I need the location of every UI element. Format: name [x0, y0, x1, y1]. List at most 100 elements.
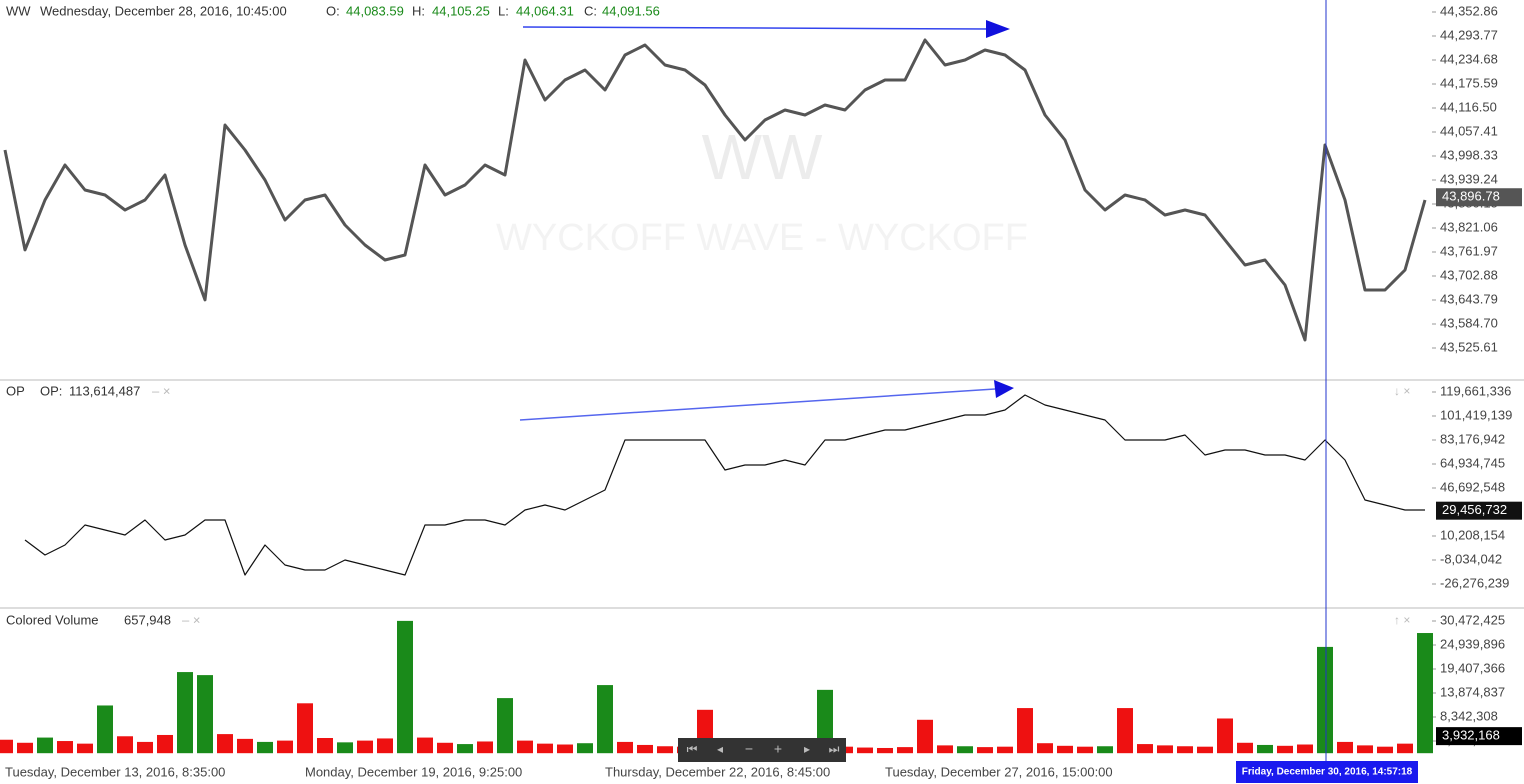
arrow-head — [986, 20, 1010, 38]
volume-bar — [917, 719, 933, 754]
volume-bar — [577, 743, 593, 754]
last-value-label: 29,456,732 — [1442, 502, 1507, 517]
volume-bar — [437, 742, 453, 754]
volume-bar — [1297, 744, 1313, 754]
volume-bar — [1417, 633, 1433, 754]
volume-bar — [1257, 744, 1273, 754]
forward-button[interactable]: ▸ — [804, 742, 810, 756]
volume-bar — [0, 739, 13, 754]
x-tick-label: Thursday, December 22, 2016, 8:45:00 — [605, 764, 830, 779]
minimize-icon[interactable]: – × — [182, 612, 200, 627]
y-tick-label: -26,276,239 — [1440, 575, 1509, 590]
volume-bar — [1377, 746, 1393, 754]
zoom-out-button[interactable]: − — [745, 741, 753, 757]
readout-label: OP: — [40, 383, 62, 398]
y-tick-label: 43,643.79 — [1440, 291, 1498, 306]
y-tick-label: 30,472,425 — [1440, 612, 1505, 627]
panel-controls[interactable]: ↓ × — [1394, 384, 1410, 398]
volume-bar — [597, 685, 613, 754]
volume-bar — [137, 741, 153, 754]
volume-bar — [637, 744, 653, 754]
crosshair-time: Friday, December 30, 2016, 14:57:18 — [1242, 767, 1413, 778]
last-value-bg — [1436, 188, 1522, 207]
x-tick-label: Tuesday, December 27, 2016, 15:00:00 — [885, 764, 1113, 779]
volume-bar — [977, 747, 993, 754]
readout: 657,948 — [124, 612, 171, 627]
volume-bar — [877, 747, 893, 754]
y-tick-label: 43,702.88 — [1440, 267, 1498, 282]
volume-bar — [537, 743, 553, 754]
y-tick-label: 10,208,154 — [1440, 527, 1505, 542]
arrow-line — [519, 388, 996, 421]
volume-bar — [197, 675, 213, 754]
symbol: WW — [6, 3, 31, 18]
volume-bar — [1337, 741, 1353, 754]
y-tick-label: -8,034,042 — [1440, 551, 1502, 566]
volume-bar — [957, 746, 973, 754]
y-tick-label: 43,939.24 — [1440, 171, 1498, 186]
y-tick-label: 43,821.06 — [1440, 219, 1498, 234]
volume-bar — [517, 740, 533, 754]
y-tick-label: 83,176,942 — [1440, 431, 1505, 446]
y-tick-label: 64,934,745 — [1440, 455, 1505, 470]
volume-bar — [1317, 646, 1333, 754]
volume-bar — [657, 746, 673, 754]
ohlc-value: 44,091.56 — [602, 3, 660, 18]
volume-bar — [1217, 718, 1233, 754]
volume-bar — [317, 738, 333, 754]
volume-bar — [397, 620, 413, 754]
last-value-label: 3,932,168 — [1442, 728, 1500, 743]
volume-bar — [17, 742, 33, 754]
volume-bar — [177, 672, 193, 754]
y-tick-label: 43,998.33 — [1440, 147, 1498, 162]
first-button[interactable]: ⏮ — [687, 742, 698, 756]
y-tick-label: 44,234.68 — [1440, 51, 1498, 66]
y-tick-label: 119,661,336 — [1440, 383, 1511, 398]
volume-bar — [1197, 746, 1213, 754]
zoom-in-button[interactable]: + — [774, 741, 782, 757]
panel-controls[interactable]: ↑ × — [1394, 613, 1410, 627]
y-tick-label: 13,874,837 — [1440, 684, 1505, 699]
last-value-label: 43,896.78 — [1442, 189, 1500, 204]
volume-bar — [237, 738, 253, 754]
volume-bar — [97, 705, 113, 754]
trend-arrow — [519, 380, 1014, 421]
x-tick-label: Monday, December 19, 2016, 9:25:00 — [305, 764, 522, 779]
volume-bar — [337, 742, 353, 754]
watermark-symbol: WW — [702, 121, 823, 193]
y-tick-label: 44,116.50 — [1440, 99, 1497, 114]
y-tick-label: 19,407,366 — [1440, 660, 1505, 675]
last-button[interactable]: ⏭ — [829, 742, 840, 756]
axis-labels: Tuesday, December 13, 2016, 8:35:00 Monda… — [5, 764, 1113, 779]
volume-bar — [1077, 746, 1093, 754]
volume-bar — [1117, 708, 1133, 754]
volume-bar — [617, 741, 633, 754]
volume-bar — [477, 741, 493, 754]
volume-bar — [897, 747, 913, 754]
panel-title: Colored Volume — [6, 612, 99, 627]
watermark: WW WYCKOFF WAVE - WYCKOFF — [496, 121, 1028, 259]
crosshair-label-bg — [1236, 761, 1418, 783]
ohlc-value: 44,064.31 — [516, 3, 574, 18]
volume-bar — [1157, 745, 1173, 754]
y-tick-label: 46,692,548 — [1440, 479, 1505, 494]
volume-bar — [297, 703, 313, 754]
y-tick-label: 43,584.70 — [1440, 315, 1498, 330]
volume-bar — [257, 741, 273, 754]
volume-bar — [1057, 745, 1073, 754]
volume-bar — [1397, 743, 1413, 754]
datetime: Wednesday, December 28, 2016, 10:45:00 — [40, 3, 287, 18]
arrow-line — [522, 26, 991, 30]
minimize-icon[interactable]: – × — [152, 383, 170, 398]
y-tick-label: 43,761.97 — [1440, 243, 1498, 258]
volume-bar — [1097, 746, 1113, 754]
volume-bar — [1277, 745, 1293, 754]
ohlc-label: H: — [412, 3, 425, 18]
volume-bar — [117, 736, 133, 754]
back-button[interactable]: ◂ — [717, 742, 723, 756]
ohlc-value: 44,083.59 — [346, 3, 404, 18]
volume-bar — [37, 737, 53, 754]
ohlc-label: C: — [584, 3, 597, 18]
volume-bar — [357, 740, 373, 754]
